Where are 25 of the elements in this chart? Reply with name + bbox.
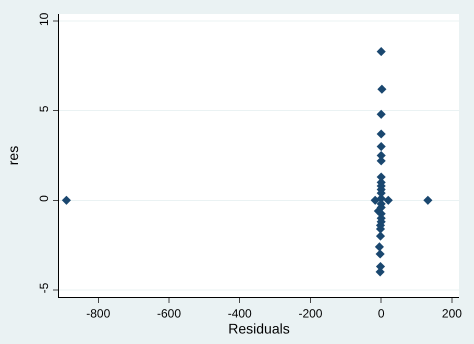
- x-tick-label: -200: [298, 306, 323, 320]
- x-tick-label: 200: [442, 306, 462, 320]
- point: [376, 110, 386, 119]
- x-tick-label: -800: [86, 306, 111, 320]
- point: [423, 196, 432, 205]
- y-tick-label: 10: [37, 12, 52, 26]
- y-tick-label: 0: [37, 194, 52, 202]
- x-tick-label: 0: [378, 306, 385, 320]
- point: [376, 47, 386, 56]
- point: [384, 196, 393, 205]
- point: [377, 84, 386, 94]
- point: [376, 129, 386, 139]
- point: [376, 142, 386, 152]
- point: [376, 232, 386, 241]
- point: [370, 196, 380, 205]
- point: [376, 249, 385, 259]
- x-tick-label: -600: [156, 306, 182, 320]
- point: [62, 196, 71, 205]
- point: [374, 206, 383, 216]
- y-tick-label: 5: [37, 105, 52, 112]
- x-axis-title: Residuals: [228, 320, 290, 336]
- point: [374, 242, 384, 252]
- y-axis-title: res: [4, 146, 21, 166]
- x-tick-label: -400: [228, 306, 252, 320]
- y-tick-label: -5: [37, 282, 52, 294]
